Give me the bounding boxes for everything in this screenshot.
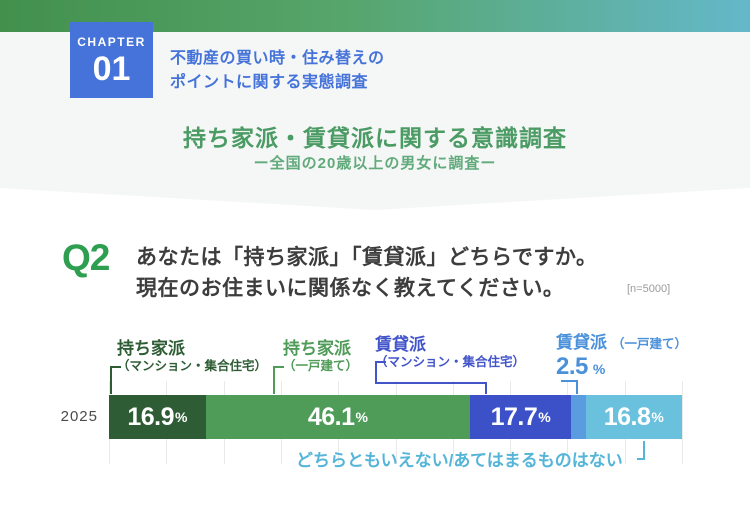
bar-segment-renter-house bbox=[571, 395, 586, 439]
question-line1: あなたは「持ち家派」「賃貸派」どちらですか。 bbox=[136, 246, 598, 269]
label-owner-house: 持ち家派 （一戸建て） bbox=[283, 339, 358, 374]
percent-sign: % bbox=[651, 409, 664, 425]
label-name: 賃貸派 bbox=[556, 333, 607, 352]
label-owner-apartment: 持ち家派 （マンション・集合住宅） bbox=[117, 339, 267, 374]
label-renter-house: 賃貸派 （一戸建て） 2.5% bbox=[556, 333, 687, 382]
segment-value: 16.8 bbox=[603, 402, 651, 431]
survey-name-line1: 不動産の買い時・住み替えの bbox=[170, 50, 385, 67]
percent-sign: % bbox=[355, 409, 368, 425]
bar-segment-renter-apartment: 17.7% bbox=[469, 395, 572, 439]
survey-name: 不動産の買い時・住み替えの ポイントに関する実態調査 bbox=[170, 47, 385, 95]
label-name: 賃貸派 bbox=[375, 335, 426, 354]
sample-size: [n=5000] bbox=[627, 283, 671, 295]
bar-segment-owner-apartment: 16.9% bbox=[109, 395, 206, 439]
label-sublabel: （一戸建て） bbox=[612, 337, 688, 351]
label-sublabel: （マンション・集合住宅） bbox=[117, 359, 268, 374]
header-section: 持ち家派・賃貸派に関する意識調査 ー全国の20歳以上の男女に調査ー bbox=[0, 0, 750, 210]
label-sublabel: （一戸建て） bbox=[283, 359, 359, 374]
segment-value: 16.9 bbox=[127, 402, 175, 431]
label-renter-apartment: 賃貸派 （マンション・集合住宅） bbox=[375, 335, 525, 370]
label-sublabel: （マンション・集合住宅） bbox=[375, 355, 526, 370]
label-neither: どちらともいえない/あてはまるものはない bbox=[296, 451, 623, 470]
chapter-number: 01 bbox=[92, 49, 131, 88]
bar-segment-neither: 16.8% bbox=[585, 395, 682, 439]
label-name: 持ち家派 bbox=[117, 339, 185, 358]
question-text: あなたは「持ち家派」「賃貸派」どちらですか。 現在のお住まいに関係なく教えてくだ… bbox=[136, 242, 597, 304]
chapter-badge: CHAPTER 01 bbox=[70, 22, 153, 98]
segment-value: 46.1 bbox=[307, 402, 355, 431]
year-label: 2025 bbox=[60, 408, 98, 425]
percent-sign: % bbox=[538, 409, 551, 425]
survey-name-line2: ポイントに関する実態調査 bbox=[170, 74, 369, 91]
bar-segment-owner-house: 46.1% bbox=[205, 395, 470, 439]
survey-subtitle: ー全国の20歳以上の男女に調査ー bbox=[253, 155, 497, 172]
survey-main-title: 持ち家派・賃貸派に関する意識調査 bbox=[183, 125, 567, 151]
percent-sign: % bbox=[175, 409, 188, 425]
gridline bbox=[682, 381, 683, 464]
stacked-bar: 16.9% 46.1% 17.7% 16.8% bbox=[109, 395, 682, 439]
question-line2: 現在のお住まいに関係なく教えてください。 bbox=[136, 277, 565, 300]
segment-value: 17.7 bbox=[490, 402, 538, 431]
chapter-label: CHAPTER bbox=[77, 34, 146, 49]
question-number: Q2 bbox=[62, 237, 110, 278]
label-value: 2.5 bbox=[556, 353, 588, 381]
percent-sign: % bbox=[592, 361, 606, 378]
label-name: 持ち家派 bbox=[283, 339, 351, 358]
